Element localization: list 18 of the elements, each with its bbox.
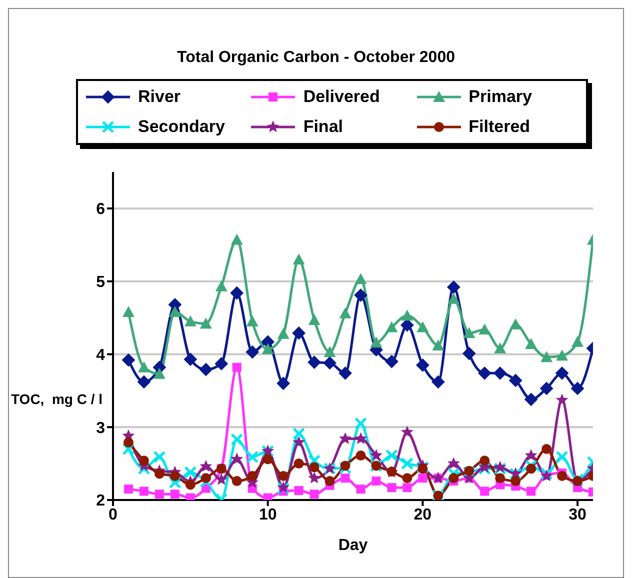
legend-label: Filtered [468,117,530,137]
y-tick-label: 2 [96,492,106,510]
legend-label: Final [303,117,343,137]
legend-label: Secondary [138,117,225,137]
legend-label: Primary [468,87,532,107]
y-tick-label: 6 [96,201,106,218]
x-tick-label: 10 [258,506,277,524]
chart-title: Total Organic Carbon - October 2000 [176,49,456,67]
y-tick-label: 3 [96,420,106,437]
y-tick-label: 4 [96,346,106,364]
y-axis-title: TOC, mg C / l [11,391,103,407]
legend-label: River [138,87,181,107]
x-tick-label: 20 [414,506,432,524]
legend-label: Delivered [303,87,380,107]
y-tick-label: 5 [96,274,106,292]
x-tick-label: 0 [108,506,118,524]
x-axis-title: Day [338,537,368,554]
x-tick-label: 30 [568,506,587,524]
